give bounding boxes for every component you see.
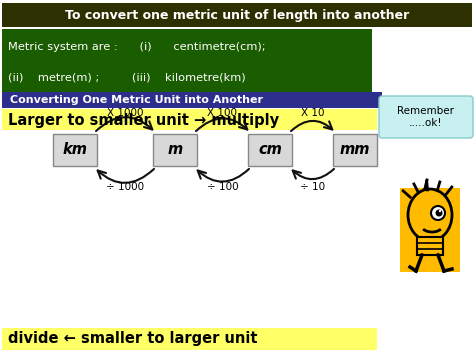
Ellipse shape bbox=[408, 189, 452, 241]
Text: Remember
.....ok!: Remember .....ok! bbox=[398, 106, 455, 128]
Text: X 1000: X 1000 bbox=[107, 108, 143, 118]
Text: Metric system are :      (i)      centimetre(cm);: Metric system are : (i) centimetre(cm); bbox=[8, 42, 265, 52]
FancyBboxPatch shape bbox=[333, 134, 377, 166]
FancyBboxPatch shape bbox=[53, 134, 97, 166]
Circle shape bbox=[439, 210, 441, 212]
Circle shape bbox=[436, 209, 443, 217]
Text: km: km bbox=[63, 142, 88, 158]
FancyBboxPatch shape bbox=[2, 109, 377, 130]
Text: (ii)    metre(m) ;         (iii)    kilometre(km): (ii) metre(m) ; (iii) kilometre(km) bbox=[8, 72, 246, 82]
FancyBboxPatch shape bbox=[400, 188, 460, 272]
FancyArrowPatch shape bbox=[291, 121, 332, 131]
Text: To convert one metric unit of length into another: To convert one metric unit of length int… bbox=[65, 9, 409, 22]
Text: X 100: X 100 bbox=[208, 108, 237, 118]
Text: ÷ 1000: ÷ 1000 bbox=[106, 182, 144, 192]
FancyBboxPatch shape bbox=[379, 96, 473, 138]
FancyArrowPatch shape bbox=[196, 118, 247, 131]
FancyArrowPatch shape bbox=[293, 169, 334, 179]
FancyBboxPatch shape bbox=[248, 134, 292, 166]
Text: Converting One Metric Unit into Another: Converting One Metric Unit into Another bbox=[10, 95, 263, 105]
Text: divide ← smaller to larger unit: divide ← smaller to larger unit bbox=[8, 332, 257, 346]
Text: Larger to smaller unit → multiply: Larger to smaller unit → multiply bbox=[8, 113, 279, 127]
Circle shape bbox=[431, 206, 445, 220]
Text: X 10: X 10 bbox=[301, 108, 324, 118]
FancyBboxPatch shape bbox=[153, 134, 197, 166]
Text: cm: cm bbox=[258, 142, 282, 158]
FancyBboxPatch shape bbox=[2, 328, 377, 350]
FancyBboxPatch shape bbox=[2, 92, 382, 108]
FancyBboxPatch shape bbox=[2, 29, 372, 92]
Text: mm: mm bbox=[340, 142, 370, 158]
Text: ÷ 100: ÷ 100 bbox=[207, 182, 238, 192]
FancyArrowPatch shape bbox=[96, 117, 152, 131]
FancyArrowPatch shape bbox=[98, 169, 154, 183]
Text: ÷ 10: ÷ 10 bbox=[300, 182, 325, 192]
FancyArrowPatch shape bbox=[198, 169, 249, 182]
FancyBboxPatch shape bbox=[2, 3, 472, 27]
FancyBboxPatch shape bbox=[417, 237, 443, 255]
Text: m: m bbox=[167, 142, 182, 158]
